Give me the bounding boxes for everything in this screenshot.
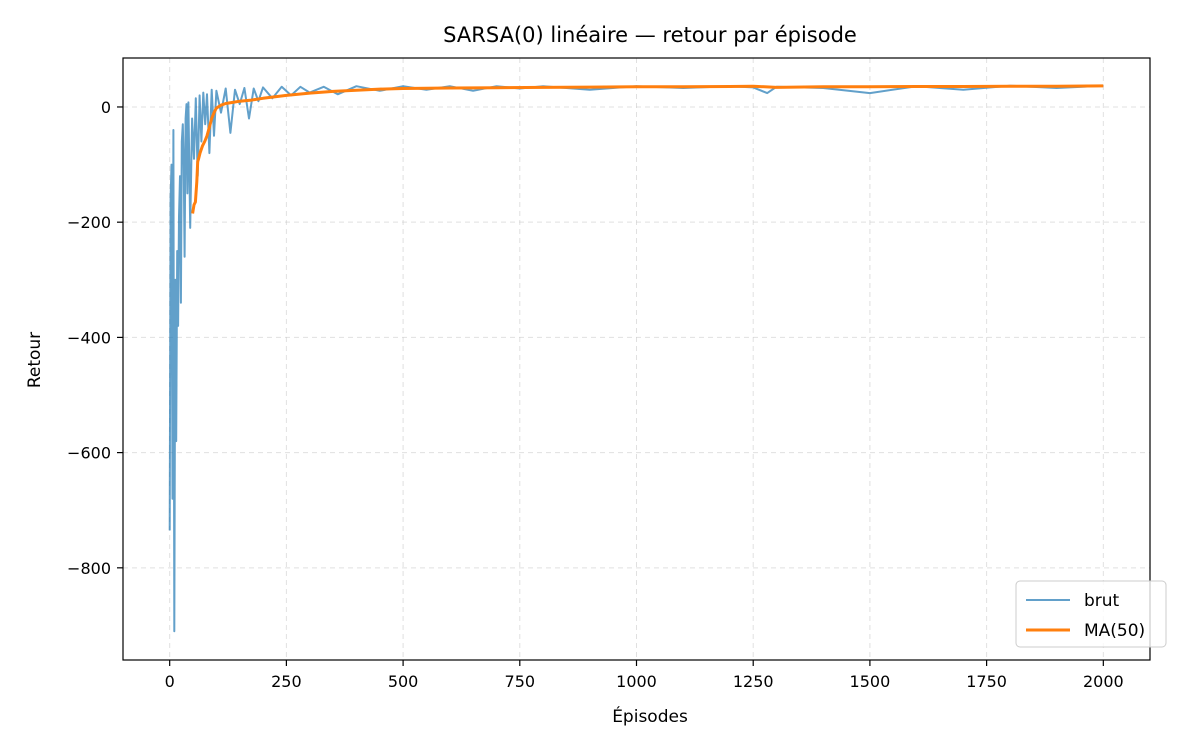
series-layer bbox=[168, 84, 1104, 633]
series-line-ma50 bbox=[191, 84, 1104, 214]
y-tick-label: −800 bbox=[67, 559, 111, 578]
y-tick-label: −400 bbox=[67, 328, 111, 347]
x-tick-label: 1750 bbox=[966, 672, 1007, 691]
legend-label-brut: brut bbox=[1084, 591, 1120, 611]
x-tick-label: 750 bbox=[505, 672, 536, 691]
grid bbox=[123, 58, 1150, 660]
x-tick-label: 1500 bbox=[850, 672, 891, 691]
y-tick-label: −600 bbox=[67, 444, 111, 463]
x-tick-label: 1000 bbox=[616, 672, 657, 691]
x-tick-label: 500 bbox=[388, 672, 419, 691]
x-axis-label: Épisodes bbox=[612, 705, 688, 727]
chart-title: SARSA(0) linéaire — retour par épisode bbox=[443, 23, 857, 47]
y-axis-label: Retour bbox=[25, 332, 45, 388]
legend: brut MA(50) bbox=[1015, 580, 1167, 648]
legend-label-ma50: MA(50) bbox=[1084, 621, 1145, 641]
x-tick-label: 2000 bbox=[1083, 672, 1124, 691]
x-tick-label: 1250 bbox=[733, 672, 774, 691]
x-tick-label: 250 bbox=[271, 672, 302, 691]
x-tick-label: 0 bbox=[165, 672, 175, 691]
y-tick-label: −200 bbox=[67, 213, 111, 232]
y-tick-label: 0 bbox=[101, 98, 111, 117]
axis-ticks: 0 250 500 750 1000 1250 1500 1750 2000 0 −200 −400 −… bbox=[67, 98, 1124, 691]
